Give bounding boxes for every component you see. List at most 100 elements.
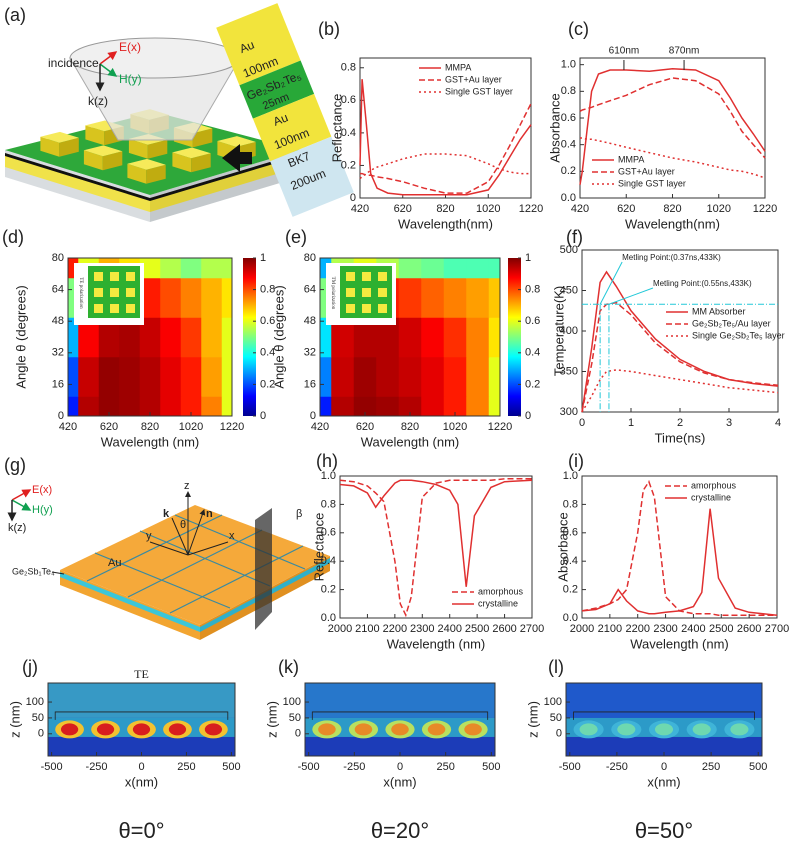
colorbar-tick-label: 0.4 [525,347,540,359]
layer [239,60,315,119]
label: x [229,530,235,542]
slab-side [5,155,150,212]
x-tick-label: 620 [394,203,412,215]
inset-square [126,272,135,281]
heat-cell [443,396,467,417]
heat-cell [466,396,490,417]
groove [169,545,304,614]
heat-cell [160,317,182,358]
arrow [11,489,32,501]
plate-side [60,572,200,632]
x-tick-label: -250 [606,761,628,773]
y-axis-title: Angle θ (degrees) [13,285,28,388]
cube-face [40,136,60,157]
heat-cell [78,356,100,397]
heat-cell [376,317,400,358]
groove [139,530,271,587]
heat-cell [201,277,223,318]
series-line [339,478,532,618]
legend-label: Single GST layer [445,86,513,96]
heat-cell [180,356,202,397]
heat-cell [68,356,79,397]
heat-cell [139,396,161,417]
heat-cell [488,258,501,279]
x-axis-title: Wavelength(nm) [625,216,720,231]
inset-square [110,272,119,281]
x-tick-label: 500 [749,761,767,773]
cube-face [85,125,105,146]
x-axis-title: Wavelength(nm) [398,216,493,231]
label: Au [108,557,121,569]
series-line [580,137,766,179]
y-tick-label: 48 [304,315,316,327]
y-tick-label: 32 [304,347,316,359]
series-line [581,480,777,616]
x-tick-label: 2300 [410,623,434,635]
y-tick-label: 16 [52,378,64,390]
heat-cell [201,317,223,358]
y-tick-label: 0 [310,410,316,422]
x-tick-label: 820 [401,421,419,433]
heat-cell [466,258,490,279]
field-spot [168,723,187,736]
x-tick-label: 0 [397,761,403,773]
field-top [305,683,495,718]
panel-label: (i) [568,451,584,471]
heat-cell [421,317,445,358]
x-tick-label: 1220 [753,203,777,215]
label: z [184,480,190,492]
heat-cell [488,277,501,318]
series-line [360,103,532,194]
legend-label: crystalline [691,492,731,502]
schematic-g: (g) E(x) H(y) k(z) Ge₂Sb₁Te₄ Au z k θ n … [4,455,330,640]
series-line [579,77,766,159]
x-tick-label: 2700 [520,623,544,635]
colorbar-tick-label: 0 [260,410,266,422]
y-tick-label: 0 [350,192,356,204]
field-spot [204,723,223,736]
heat-cell [139,317,161,358]
y-tick-label: 0.4 [563,555,578,567]
heat-cell [353,396,377,417]
y-tick-label: 0 [295,728,301,740]
y-axis-title: z (nm) [525,701,540,738]
label: E(x) [119,40,141,54]
x-tick-label: 1020 [179,421,203,433]
heat-cell [139,258,161,279]
x-tick-label: 2700 [765,623,789,635]
y-tick-label: 0 [58,410,64,422]
caption: θ=20° [371,818,429,843]
groove [94,552,231,609]
legend-label: amorphous [478,586,524,596]
y-tick-label: 1.0 [321,470,336,482]
series-line [581,508,778,616]
series-line [339,479,533,587]
x-tick-label: -500 [41,761,63,773]
heat-cell [180,277,202,318]
y-axis-title: Reflectance [329,94,344,163]
heat-cell [398,396,422,417]
colorbar-tick-label: 0.2 [260,378,275,390]
x-tick-label: 1020 [476,203,500,215]
y-tick-label: 50 [550,712,562,724]
y-axis-title: Reflectance [311,513,326,582]
x-tick-label: 1220 [220,421,244,433]
field-spot [132,723,151,736]
y-tick-label: 350 [560,365,578,377]
heat-cell [376,396,400,417]
x-axis-title: x(nm) [125,774,158,789]
label: H(y) [32,504,53,516]
heat-cell [119,396,141,417]
label: incidence [48,56,99,70]
y-tick-label: 64 [304,284,316,296]
heat-cell [201,258,223,279]
y-tick-label: 0.8 [561,85,576,97]
x-axis-title: Time(ns) [655,430,706,445]
label: H(y) [119,72,142,86]
x-tick-label: 820 [141,421,159,433]
series-line [581,301,779,413]
label: y [146,530,152,542]
unit-outline [311,711,489,720]
arrow [222,144,252,172]
